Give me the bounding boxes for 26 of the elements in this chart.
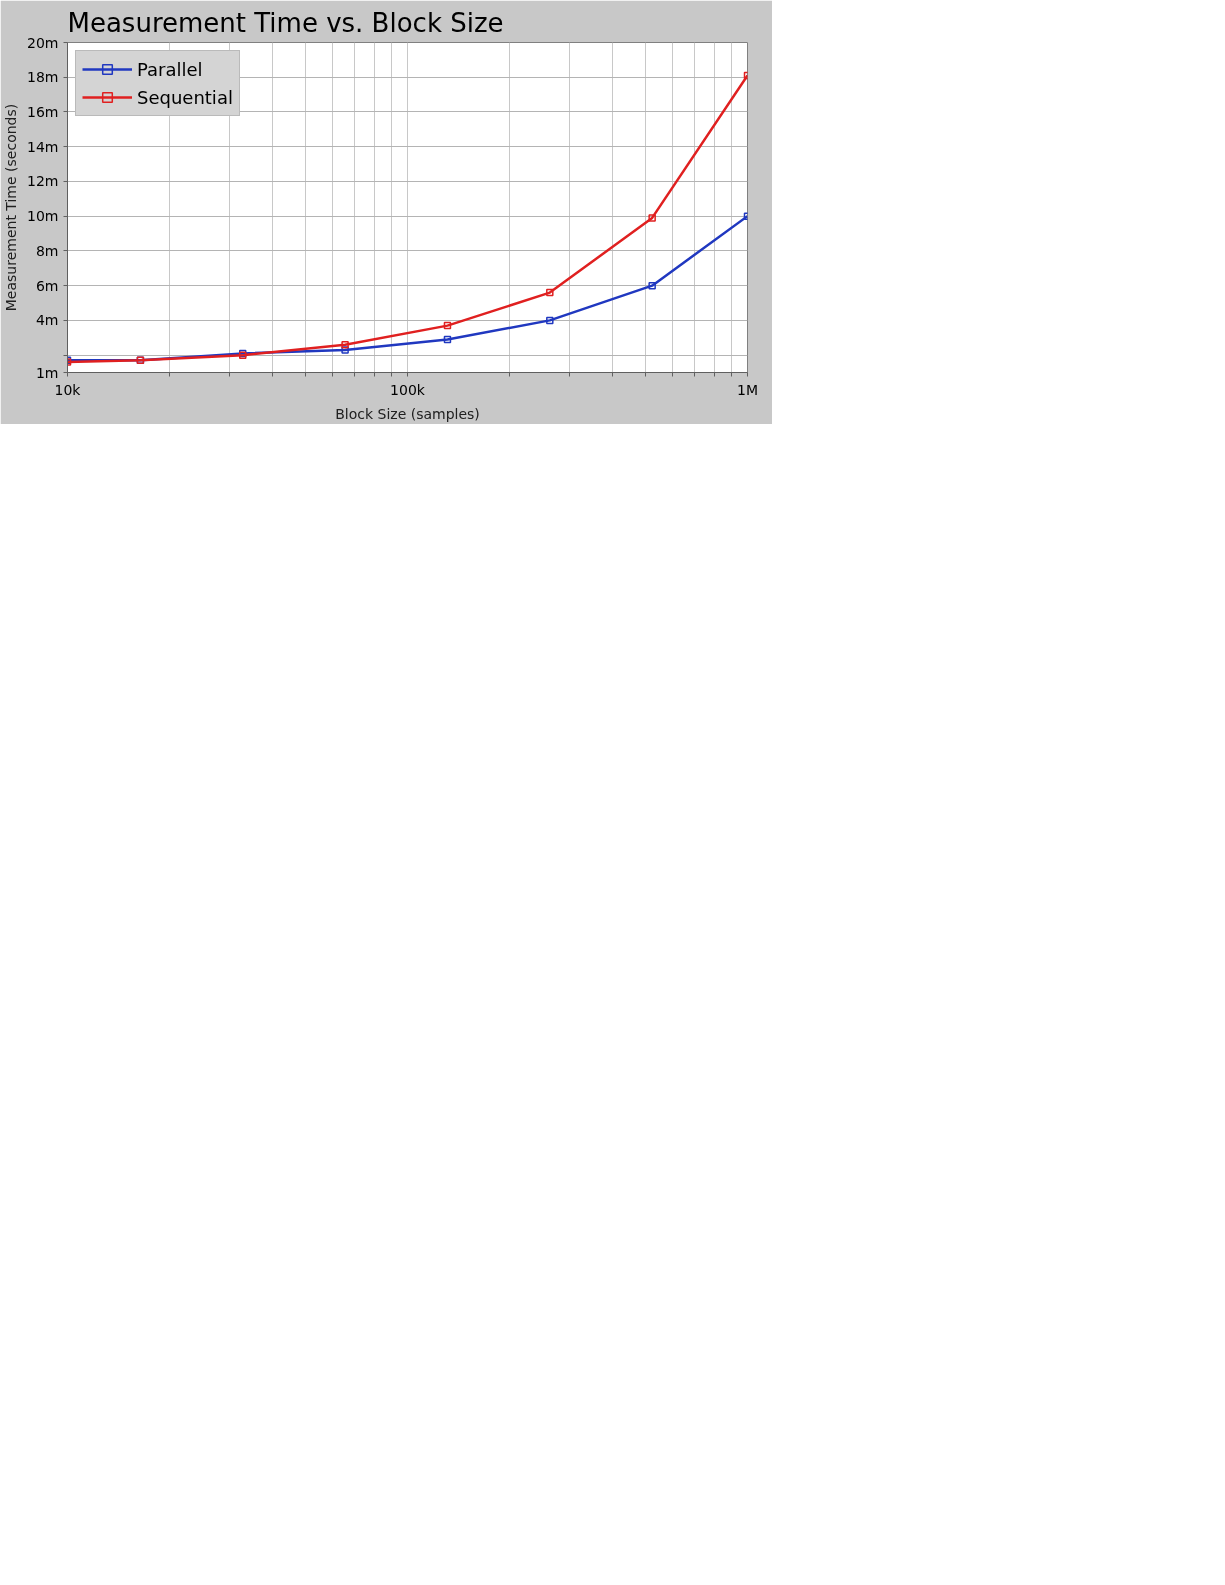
point [341, 346, 349, 354]
legend-label: Sequential [137, 86, 233, 108]
point [648, 281, 656, 290]
y-tick-label: 18m [27, 69, 59, 86]
point [546, 316, 554, 325]
y-tick-label: 1m [35, 364, 59, 381]
x-tick-label: 100k [390, 381, 426, 398]
point [341, 340, 349, 349]
point [546, 288, 554, 297]
point [648, 214, 656, 222]
y-tick-label: 6m [35, 277, 59, 294]
chart-title: Measurement Time vs. Block Size [67, 7, 504, 38]
x-tick-label: 1M [737, 381, 759, 398]
y-tick-label: 12m [27, 173, 59, 190]
y-tick-label: 20m [27, 34, 59, 51]
x-tick-label: 10k [54, 381, 82, 398]
y-tick-label: 16m [27, 103, 59, 120]
point [443, 335, 452, 344]
y-axis-title: Measurement Time (seconds) [3, 103, 20, 312]
legend-label: Parallel [137, 58, 203, 80]
y-tick-label: 8m [35, 242, 59, 259]
x-axis-title: Block Size (samples) [335, 405, 480, 422]
y-tick-label: 10m [27, 208, 59, 225]
y-tick-label: 4m [35, 312, 59, 329]
y-tick-label: 14m [27, 138, 59, 155]
point [443, 321, 452, 330]
